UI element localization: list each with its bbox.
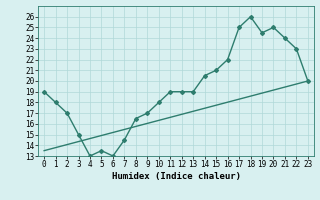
- X-axis label: Humidex (Indice chaleur): Humidex (Indice chaleur): [111, 172, 241, 181]
